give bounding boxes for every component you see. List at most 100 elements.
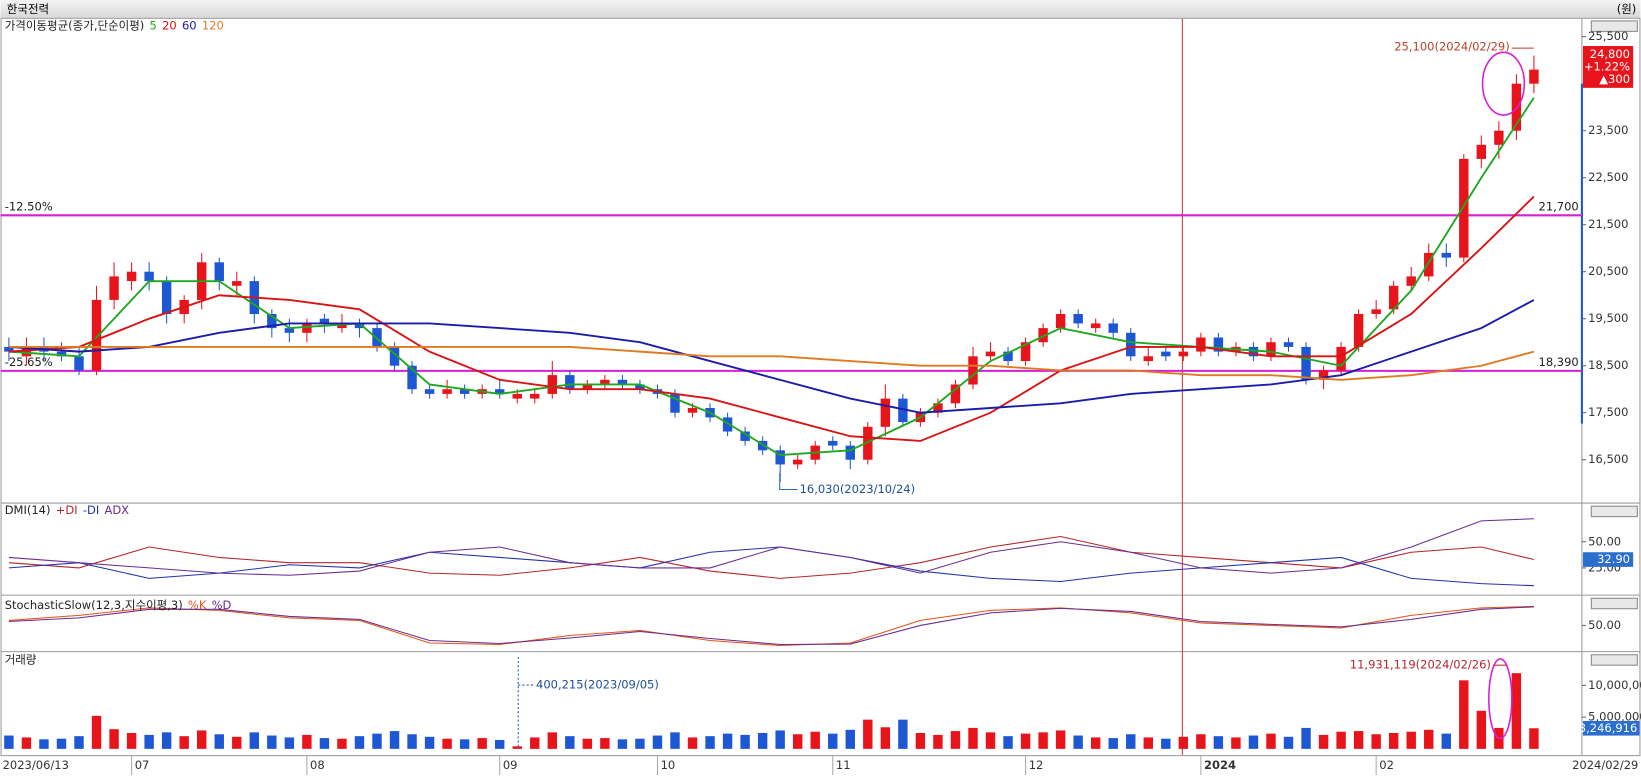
candle-body — [880, 398, 891, 427]
candle-body — [1266, 342, 1276, 357]
x-tick-label: 10 — [661, 758, 676, 772]
y-tick-label: 17,500 — [1588, 405, 1628, 419]
candle-body — [1038, 328, 1048, 343]
volume-bar — [1003, 736, 1013, 749]
volume-bar — [968, 727, 978, 749]
y-tick-label: 19,500 — [1588, 311, 1628, 325]
volume-bar — [775, 730, 785, 749]
volume-bar — [547, 732, 557, 749]
highlight — [1488, 658, 1513, 740]
volume-bar — [898, 719, 908, 749]
candle-body — [968, 356, 978, 385]
y-tick-label: 23,500 — [1588, 123, 1628, 137]
min-label: 400,215(2023/09/05) — [536, 678, 659, 692]
value-box-text: 3,246,916 — [1579, 721, 1638, 735]
panel-buttons[interactable] — [1590, 20, 1638, 666]
candle-body — [1055, 314, 1066, 329]
x-tick-label: 2024/02/29 — [1572, 758, 1638, 772]
volume-bar — [1388, 732, 1399, 749]
volume-bar — [337, 738, 347, 749]
value-box-text: 32.90 — [1597, 552, 1630, 566]
legend-entry: +DI — [56, 503, 78, 517]
volume-bar — [267, 735, 277, 749]
candle-body — [1213, 337, 1224, 352]
volume-bar — [459, 739, 470, 749]
volume-bar — [530, 737, 540, 749]
volume-bar — [600, 738, 610, 749]
volume-bar — [1020, 733, 1031, 749]
candle-body — [1494, 130, 1504, 145]
candle-body — [863, 426, 873, 460]
volume-bar — [1283, 736, 1294, 749]
candle-body — [319, 318, 330, 324]
volume-bar — [389, 731, 400, 749]
candle-body — [1529, 69, 1539, 84]
volume-bar — [828, 733, 838, 749]
volume-bar — [1038, 732, 1048, 749]
panel-button[interactable] — [1590, 505, 1638, 518]
volume-bar — [1196, 734, 1206, 749]
volume-bar — [740, 734, 750, 749]
value-box — [1582, 720, 1640, 736]
legend-entry: -DI — [83, 503, 99, 517]
candle-body — [337, 323, 347, 329]
header-bar — [0, 0, 1641, 18]
candle-body — [1126, 332, 1136, 357]
candle-body — [950, 384, 961, 404]
candle-body — [898, 398, 908, 423]
candle-body — [828, 440, 838, 446]
panel-button[interactable] — [1590, 597, 1638, 610]
volume-bar — [1143, 737, 1153, 749]
legend-entry: 가격이동평균(종가,단순이평) — [5, 19, 145, 33]
volume-bar — [1161, 738, 1171, 749]
candle-body — [1476, 144, 1487, 159]
candle-body — [214, 262, 224, 282]
volume-bar — [617, 739, 628, 749]
series-line — [8, 518, 1534, 576]
candle-body — [109, 276, 119, 300]
volume-bar — [863, 719, 873, 749]
volume-bar — [56, 738, 67, 749]
candle-body — [1318, 370, 1329, 380]
legend-entry: StochasticSlow(12,3,지수이평,3) — [5, 598, 183, 612]
panel-button[interactable] — [1590, 654, 1638, 666]
legend-entry: 120 — [202, 19, 224, 33]
volume-bar — [1301, 727, 1311, 749]
volume-bar — [249, 732, 260, 749]
candle-body — [302, 323, 312, 333]
annotation-line — [779, 472, 798, 490]
candle-body — [1459, 158, 1469, 258]
volume-bar — [197, 730, 207, 749]
candle-body — [530, 393, 540, 399]
candle-body — [1073, 314, 1083, 324]
volume-bar — [21, 737, 32, 749]
candle-body — [687, 408, 698, 413]
candle-body — [1090, 323, 1101, 329]
candle-body — [512, 393, 522, 399]
max-label: 11,931,119(2024/02/26) — [1350, 658, 1491, 672]
volume-bar — [1248, 735, 1259, 749]
high-label: 25,100(2024/02/29) — [1394, 40, 1510, 54]
candle-body — [284, 328, 295, 333]
panel-button[interactable] — [1590, 20, 1638, 32]
candle-body — [635, 384, 645, 390]
candle-body — [845, 445, 855, 460]
y-tick-label: 50.00 — [1588, 534, 1621, 548]
volume-bar — [687, 737, 698, 749]
highlight — [1481, 51, 1526, 116]
volume-bar — [1511, 673, 1522, 749]
volume-bar — [284, 737, 295, 749]
volume-bar — [144, 734, 154, 749]
volume-bar — [1353, 731, 1364, 749]
candle-body — [1283, 342, 1294, 347]
volume-bar — [302, 734, 312, 749]
volume-bar — [512, 746, 522, 749]
low-label: 16,030(2023/10/24) — [800, 482, 916, 496]
candle-body — [389, 346, 400, 366]
candle-body — [985, 351, 996, 357]
volume-bar — [722, 733, 733, 749]
volume-bar — [1441, 733, 1451, 749]
volume-bar — [1476, 710, 1487, 749]
